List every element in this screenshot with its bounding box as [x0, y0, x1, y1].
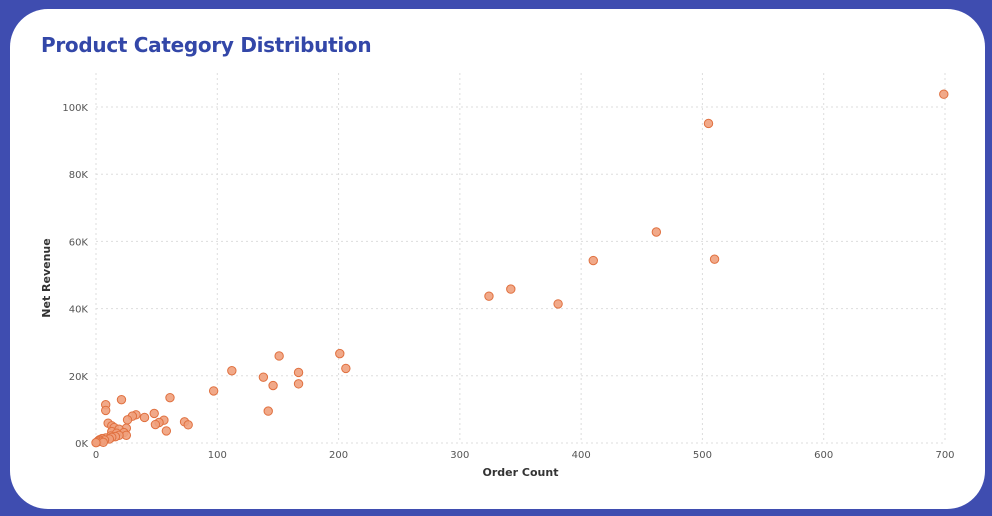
- x-tick-label: 500: [693, 450, 712, 461]
- y-tick-label: 40K: [69, 305, 89, 316]
- data-point[interactable]: [165, 392, 175, 403]
- data-point[interactable]: [258, 372, 269, 382]
- x-tick-label: 400: [572, 450, 591, 461]
- y-tick-label: 20K: [69, 372, 89, 383]
- y-axis-label: Net Revenue: [40, 238, 53, 317]
- data-point[interactable]: [161, 426, 172, 436]
- data-point[interactable]: [116, 394, 127, 405]
- x-tick-label: 600: [814, 450, 833, 461]
- data-point[interactable]: [274, 351, 284, 361]
- data-point[interactable]: [588, 255, 598, 266]
- data-point[interactable]: [341, 363, 351, 374]
- scatter-plot: 0 100 200 300 400 500 600 700 0K 20K 40K 60K 80K 100K…: [40, 73, 955, 479]
- data-point[interactable]: [335, 348, 345, 359]
- data-point[interactable]: [150, 419, 161, 430]
- data-point[interactable]: [484, 291, 494, 301]
- x-axis-label: Order Count: [483, 466, 559, 479]
- axis-ticks: 0 100 200 300 400 500 600 700 0K 20K 40K 60K 80K 100K: [62, 103, 954, 461]
- data-point[interactable]: [553, 299, 563, 309]
- y-tick-label: 60K: [69, 237, 89, 248]
- data-point[interactable]: [227, 366, 237, 376]
- data-point[interactable]: [149, 408, 159, 419]
- data-point[interactable]: [268, 380, 278, 391]
- data-point[interactable]: [709, 254, 720, 264]
- data-point[interactable]: [293, 367, 304, 378]
- data-point[interactable]: [506, 284, 516, 294]
- data-points: [91, 89, 949, 448]
- chart-title: Product Category Distribution: [41, 33, 372, 57]
- x-tick-label: 200: [329, 450, 348, 461]
- x-tick-label: 300: [450, 450, 469, 461]
- x-tick-label: 700: [935, 450, 954, 461]
- data-point[interactable]: [293, 379, 304, 389]
- x-tick-label: 100: [208, 450, 227, 461]
- y-tick-label: 0K: [75, 439, 88, 450]
- data-point[interactable]: [183, 420, 193, 430]
- data-point[interactable]: [703, 118, 714, 129]
- grid: [95, 73, 946, 444]
- data-point[interactable]: [139, 412, 150, 423]
- x-tick-label: 0: [93, 450, 99, 461]
- y-tick-label: 80K: [69, 170, 89, 181]
- data-point[interactable]: [939, 89, 949, 99]
- data-point[interactable]: [101, 405, 111, 416]
- data-point[interactable]: [651, 227, 662, 237]
- data-point[interactable]: [91, 437, 101, 448]
- y-tick-label: 100K: [62, 103, 88, 114]
- data-point[interactable]: [208, 386, 219, 396]
- data-point[interactable]: [263, 406, 273, 416]
- chart-card: Product Category Distribution 0 100 200 300…: [10, 9, 985, 509]
- data-point[interactable]: [122, 415, 133, 425]
